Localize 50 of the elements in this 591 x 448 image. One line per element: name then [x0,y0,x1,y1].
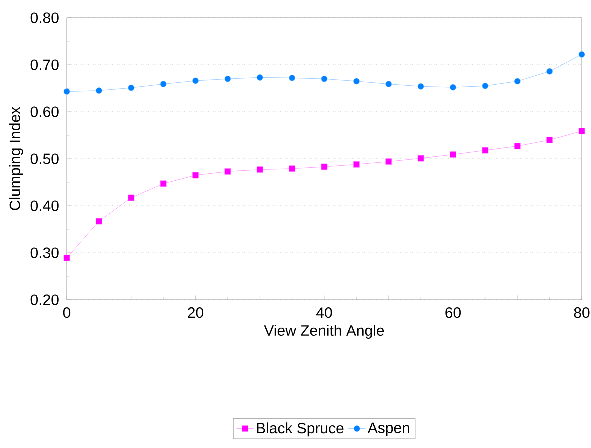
y-tick-label: 0.50 [30,154,59,164]
point [96,88,102,94]
point [514,143,521,150]
point [546,137,554,144]
point [321,164,328,170]
x-tick-label: 80 [574,308,590,318]
point [160,180,167,188]
point [578,128,586,134]
point [64,88,70,95]
point [224,76,232,82]
point [450,84,456,91]
point [128,194,135,202]
point [321,76,328,82]
y-axis-title: Clumping Index [9,107,24,210]
y-tick-label: 0.80 [30,12,59,24]
point [418,155,424,162]
point [482,147,489,154]
point [482,82,489,90]
legend-label: Black Spruce [257,422,344,437]
point [64,254,70,262]
point [353,161,360,168]
point [96,218,102,225]
x-tick-label: 0 [63,308,71,318]
x-tick-label: 20 [188,308,204,318]
point [578,51,586,58]
y-tick-label: 0.60 [30,106,59,118]
point [160,81,167,88]
point [256,74,264,81]
x-tick-label: 60 [446,308,461,318]
point [256,166,264,174]
point [546,68,554,75]
y-tick-label: 0.40 [30,200,59,212]
x-tick-label: 40 [316,308,332,318]
point [353,78,360,85]
x-axis-title: View Zenith Angle [264,325,384,339]
point [386,158,392,166]
point [514,78,521,85]
legend-label: Aspen [368,422,410,436]
y-tick-label: 0.70 [30,60,59,70]
point [386,81,392,88]
point [289,166,296,172]
point [450,152,456,158]
point [224,168,232,175]
y-tick-label: 0.30 [30,248,59,258]
point [192,78,199,84]
point [289,74,296,82]
point [128,84,135,92]
point [192,172,199,179]
y-tick-label: 0.20 [30,294,59,306]
point [418,83,424,90]
